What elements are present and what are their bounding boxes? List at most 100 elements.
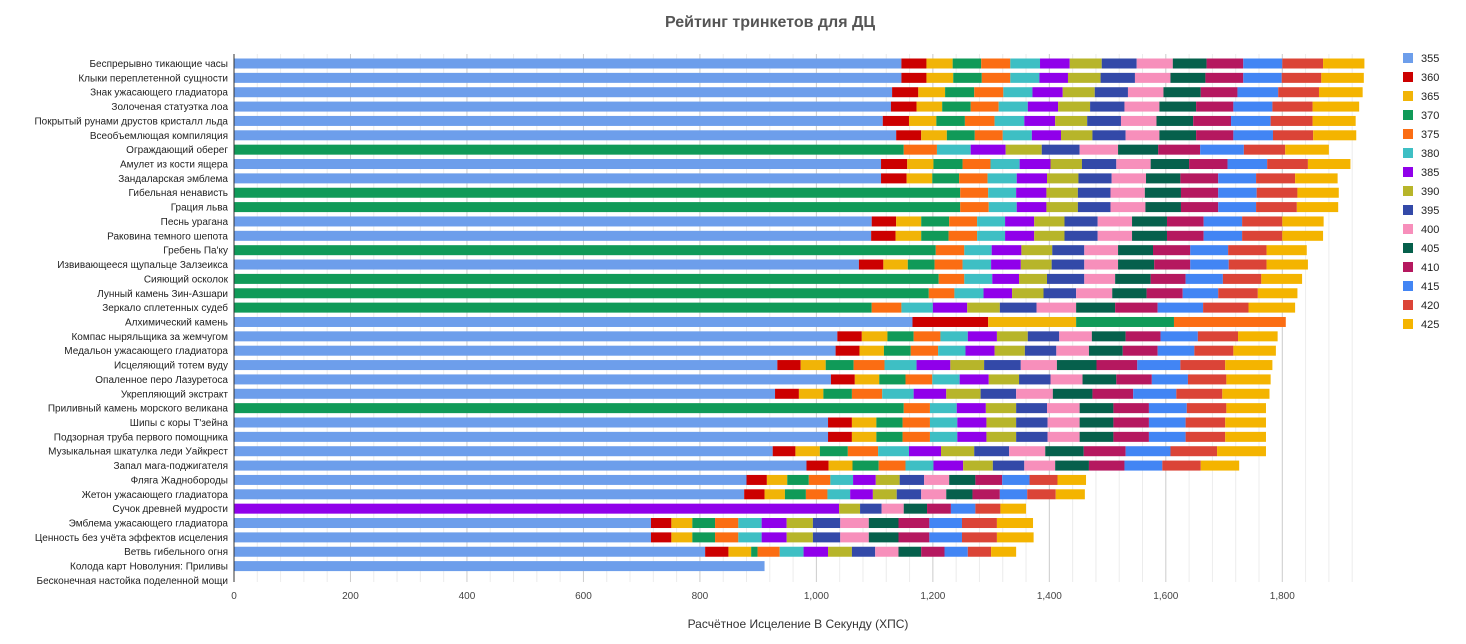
bar-segment-360 bbox=[650, 532, 672, 543]
legend[interactable]: 355 360 365 370 375 380 385 390 395 400 405 410 415 4… bbox=[1403, 53, 1439, 331]
bar-segment-385 bbox=[1005, 216, 1035, 227]
bar-segment-370 bbox=[883, 345, 911, 356]
bar-segment-375 bbox=[757, 546, 780, 557]
bar-segment-390 bbox=[950, 360, 985, 371]
bar-segment-400 bbox=[1056, 345, 1089, 356]
bar-segment-415 bbox=[1227, 159, 1268, 170]
legend-item-375[interactable]: 375 bbox=[1403, 129, 1439, 141]
bar-segment-365 bbox=[906, 173, 933, 184]
legend-item-365[interactable]: 365 bbox=[1403, 91, 1439, 103]
legend-item-405[interactable]: 405 bbox=[1403, 243, 1439, 255]
bar-segment-355 bbox=[234, 216, 872, 227]
bar-segment-370 bbox=[823, 388, 852, 399]
bar-segment-380 bbox=[936, 144, 971, 155]
bar-segment-390 bbox=[994, 345, 1025, 356]
bar-segment-355 bbox=[234, 345, 836, 356]
bar-segment-425 bbox=[1238, 331, 1278, 342]
bar-segment-400 bbox=[1047, 417, 1080, 428]
bar-segment-405 bbox=[1079, 431, 1114, 442]
category-label: Опаленное перо Лазуретоса bbox=[95, 375, 228, 386]
legend-item-420[interactable]: 420 bbox=[1403, 300, 1439, 312]
bar-segment-365 bbox=[671, 532, 693, 543]
bar-segment-400 bbox=[1009, 446, 1046, 457]
bar-segment-370 bbox=[1076, 316, 1174, 327]
bar-segment-355 bbox=[234, 159, 882, 170]
legend-item-355[interactable]: 355 bbox=[1403, 53, 1439, 65]
bar-segment-375 bbox=[913, 331, 941, 342]
legend-item-425[interactable]: 425 bbox=[1403, 319, 1439, 331]
bar-segment-395 bbox=[1087, 115, 1121, 126]
bar-segment-390 bbox=[1060, 130, 1093, 141]
bar-segment-400 bbox=[1020, 360, 1057, 371]
bar-segment-385 bbox=[1027, 101, 1059, 112]
bar-segment-395 bbox=[1064, 216, 1098, 227]
bar-segment-380 bbox=[929, 431, 958, 442]
legend-item-395[interactable]: 395 bbox=[1403, 205, 1439, 217]
bar-segment-370 bbox=[784, 489, 806, 500]
bar-segment-375 bbox=[974, 130, 1003, 141]
bar-segment-385 bbox=[992, 273, 1020, 284]
bar-segment-355 bbox=[234, 474, 747, 485]
bar-segment-415 bbox=[1203, 230, 1243, 241]
legend-swatch bbox=[1403, 300, 1413, 310]
legend-item-410[interactable]: 410 bbox=[1403, 262, 1439, 274]
bar-segment-380 bbox=[905, 460, 934, 471]
legend-item-360[interactable]: 360 bbox=[1403, 72, 1439, 84]
bar-segment-410 bbox=[1096, 360, 1138, 371]
bar-segment-380 bbox=[938, 345, 966, 356]
bar-segment-405 bbox=[1146, 173, 1181, 184]
bar-segment-360 bbox=[881, 173, 907, 184]
bar-segment-405 bbox=[1132, 216, 1167, 227]
bar-segment-385 bbox=[908, 446, 942, 457]
legend-item-390[interactable]: 390 bbox=[1403, 186, 1439, 198]
legend-item-380[interactable]: 380 bbox=[1403, 148, 1439, 160]
bar-segment-365 bbox=[798, 388, 824, 399]
bar-segment-425 bbox=[1217, 446, 1266, 457]
bar-segment-355 bbox=[234, 72, 902, 83]
bar-segment-405 bbox=[1118, 259, 1155, 270]
bar-segment-395 bbox=[1078, 173, 1112, 184]
category-label: Грация льва bbox=[171, 203, 229, 214]
bar-segment-420 bbox=[1243, 144, 1286, 155]
bar-segment-385 bbox=[916, 360, 951, 371]
bar-segment-405 bbox=[1118, 144, 1159, 155]
bar-segment-415 bbox=[1243, 72, 1282, 83]
bar-segment-420 bbox=[1176, 388, 1223, 399]
bar-segment-400 bbox=[840, 518, 869, 529]
bar-segment-390 bbox=[1047, 173, 1079, 184]
legend-item-385[interactable]: 385 bbox=[1403, 167, 1439, 179]
bar-segment-370 bbox=[234, 202, 961, 213]
bar-segment-365 bbox=[861, 331, 888, 342]
bar-segment-405 bbox=[1144, 187, 1181, 198]
bar-segment-405 bbox=[949, 474, 976, 485]
bar-segment-375 bbox=[878, 460, 906, 471]
legend-label: 370 bbox=[1421, 110, 1439, 122]
bar-segment-400 bbox=[1134, 72, 1171, 83]
bar-segment-410 bbox=[1196, 101, 1234, 112]
bar-segment-375 bbox=[871, 302, 902, 313]
bar-segment-410 bbox=[975, 474, 1003, 485]
bar-segment-410 bbox=[1193, 115, 1232, 126]
bar-segment-375 bbox=[928, 288, 955, 299]
bar-segment-395 bbox=[1019, 374, 1051, 385]
bar-segment-375 bbox=[948, 230, 978, 241]
bar-segment-425 bbox=[1312, 115, 1356, 126]
legend-item-415[interactable]: 415 bbox=[1403, 281, 1439, 293]
bar-segment-355 bbox=[234, 316, 913, 327]
bar-segment-370 bbox=[852, 460, 879, 471]
bar-segment-410 bbox=[1180, 173, 1219, 184]
bar-segment-410 bbox=[1113, 417, 1149, 428]
bar-segment-420 bbox=[1256, 173, 1296, 184]
bar-segment-385 bbox=[957, 417, 987, 428]
legend-item-400[interactable]: 400 bbox=[1403, 224, 1439, 236]
legend-item-370[interactable]: 370 bbox=[1403, 110, 1439, 122]
bar-segment-405 bbox=[1076, 302, 1116, 313]
bar-segment-400 bbox=[1084, 259, 1119, 270]
category-label: Эмблема ужасающего гладиатора bbox=[69, 518, 229, 530]
bar-segment-370 bbox=[953, 72, 982, 83]
bar-segment-415 bbox=[1190, 259, 1229, 270]
bar-segment-380 bbox=[962, 259, 992, 270]
bar-segment-395 bbox=[1024, 345, 1057, 356]
bar-segment-360 bbox=[705, 546, 729, 557]
bar-segment-405 bbox=[868, 532, 899, 543]
